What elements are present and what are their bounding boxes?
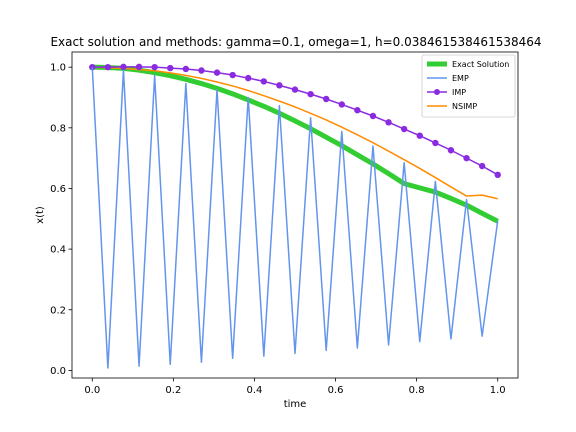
series-line-3 — [92, 66, 498, 200]
legend: Exact Solution EMP IMP NSIMP — [421, 54, 516, 118]
y-tick-label-4: 0.8 — [50, 123, 66, 134]
series-2-point-7 — [198, 67, 205, 74]
series-2-point-9 — [229, 71, 236, 79]
y-tick-label-1: 0.2 — [50, 305, 66, 316]
series-2-point-8 — [213, 69, 221, 76]
series-2-point-18 — [369, 112, 377, 120]
series-2-point-4 — [151, 63, 158, 71]
series-2-point-14 — [307, 90, 314, 98]
series-2-point-23 — [447, 147, 455, 154]
x-tick-label-2: 0.4 — [247, 385, 263, 396]
y-tick-label-0: 0.0 — [50, 366, 66, 377]
legend-entry-2: IMP — [452, 88, 466, 97]
legend-entry-3: NSIMP — [452, 102, 477, 111]
x-tick-label-1: 0.2 — [165, 385, 181, 396]
x-tick-label-0: 0.0 — [84, 385, 100, 396]
legend-marker-2 — [434, 89, 440, 95]
series-2-point-24 — [463, 154, 470, 162]
series-2-point-3 — [135, 63, 143, 71]
y-tick-label-2: 0.4 — [50, 245, 66, 256]
plot-frame — [71, 51, 519, 379]
series-2-point-16 — [338, 101, 345, 108]
x-axis-label: time — [284, 399, 307, 410]
plot-layer — [89, 63, 501, 369]
series-2-point-11 — [260, 78, 268, 85]
series-2-point-20 — [400, 125, 408, 133]
series-2-point-21 — [416, 132, 423, 139]
series-2-point-19 — [385, 119, 392, 126]
y-tick-label-3: 0.6 — [50, 184, 66, 195]
series-2-point-13 — [291, 86, 299, 93]
series-line-1 — [91, 67, 499, 369]
series-2-point-22 — [432, 139, 439, 147]
series-2-point-2 — [120, 63, 127, 71]
series-2-point-12 — [276, 82, 283, 89]
series-2-point-10 — [245, 74, 252, 82]
series-2-point-5 — [167, 64, 174, 72]
legend-box — [421, 54, 516, 118]
series-2-point-15 — [322, 95, 330, 103]
x-tick-label-5: 1.0 — [490, 385, 506, 396]
series-2-point-25 — [478, 162, 486, 170]
legend-entry-1: EMP — [452, 74, 469, 83]
y-axis-label: x(t) — [35, 206, 46, 224]
series-2-point-26 — [494, 171, 501, 179]
x-tick-label-3: 0.6 — [328, 385, 344, 396]
legend-entry-0: Exact Solution — [452, 60, 509, 69]
ticks-layer: 0.0 0.2 0.4 0.6 0.8 1.0 0.0 0.2 0.4 0.6 0.8 1.0 — [50, 63, 506, 396]
series-2-point-6 — [182, 65, 190, 73]
series-line-0 — [92, 64, 499, 224]
series-2-point-17 — [354, 107, 361, 114]
series-2-point-1 — [104, 63, 112, 71]
chart-title: Exact solution and methods: gamma=0.1, o… — [50, 35, 541, 49]
y-tick-label-5: 1.0 — [50, 63, 66, 74]
x-tick-label-4: 0.8 — [409, 385, 425, 396]
